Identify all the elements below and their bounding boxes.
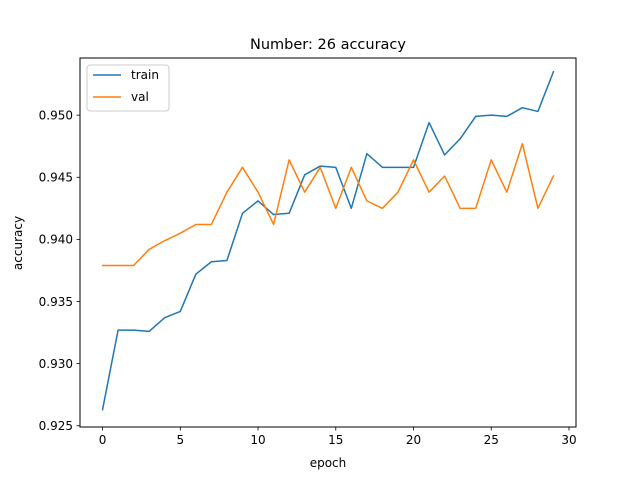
x-tick-label-30: 30 [561, 433, 576, 447]
y-tick-label-1: 0.930 [39, 357, 73, 371]
x-tick-label-10: 10 [250, 433, 265, 447]
legend: train val [86, 64, 170, 112]
legend-frame [86, 64, 170, 112]
x-tick-label-20: 20 [406, 433, 421, 447]
chart-title: Number: 26 accuracy [250, 37, 406, 53]
ticks-layer: 0 5 10 15 20 25 30 0.925 0.930 0.935 0.940 0.945 0.9… [39, 108, 577, 447]
y-axis-label: accuracy [11, 216, 25, 270]
x-tick-label-15: 15 [328, 433, 343, 447]
y-tick-label-0: 0.925 [39, 419, 73, 433]
legend-train-label: train [131, 68, 159, 82]
y-tick-label-2: 0.935 [39, 295, 73, 309]
x-tick-label-0: 0 [99, 433, 107, 447]
series-line-val [101, 142, 555, 267]
y-tick-label-5: 0.950 [39, 108, 73, 122]
y-tick-label-3: 0.940 [39, 233, 73, 247]
x-tick-label-5: 5 [176, 433, 184, 447]
x-tick-label-25: 25 [484, 433, 499, 447]
x-axis-label: epoch [310, 456, 347, 470]
series-line-train [101, 70, 555, 411]
y-tick-label-4: 0.945 [39, 171, 73, 185]
legend-val-label: val [131, 90, 149, 104]
plot-frame [79, 57, 577, 428]
series-layer [101, 70, 555, 411]
